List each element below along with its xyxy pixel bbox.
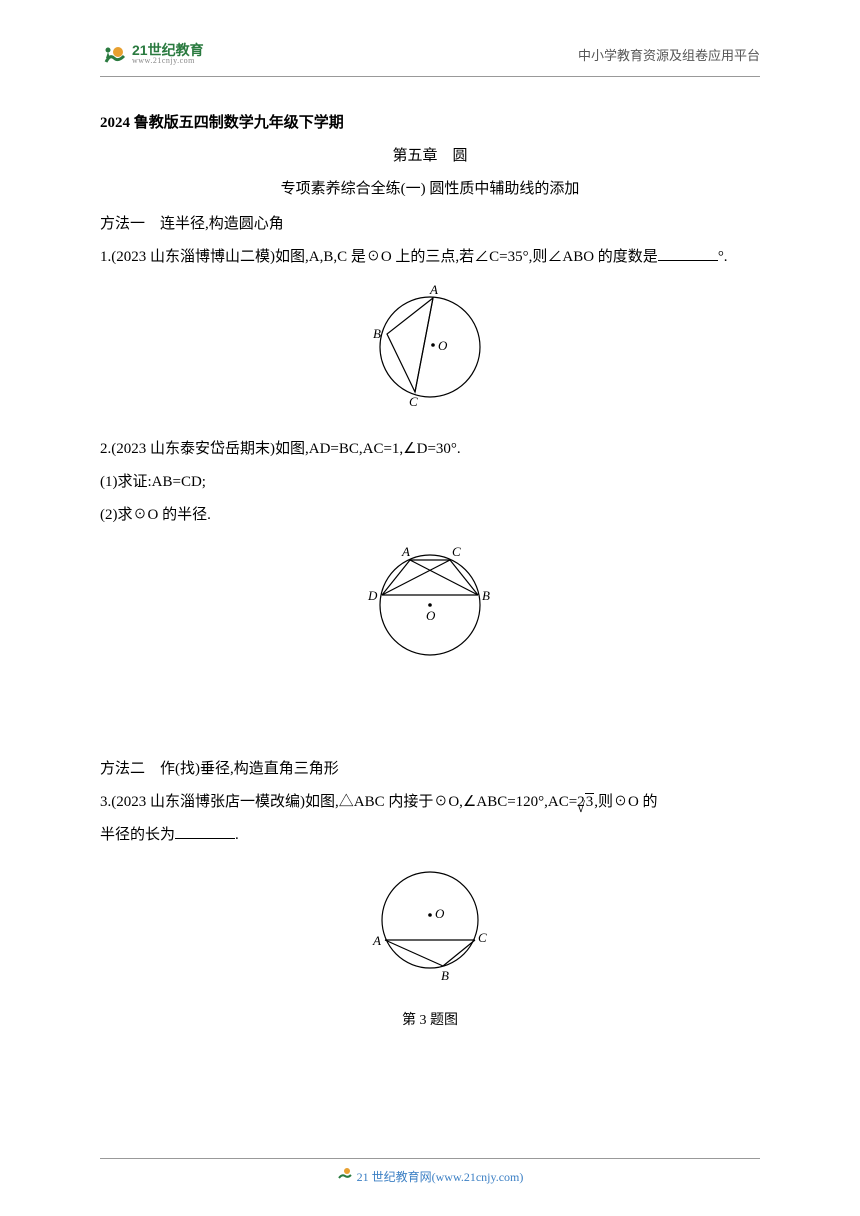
problem-3: 3.(2023 山东淄博张店一模改编)如图,△ABC 内接于☉O,∠ABC=12… [100, 786, 760, 819]
figure-3: O A C B [100, 860, 760, 998]
problem1-suffix: °. [718, 249, 728, 265]
problem-1: 1.(2023 山东淄博博山二模)如图,A,B,C 是☉O 上的三点,若∠C=3… [100, 241, 760, 274]
blank-1 [658, 246, 718, 261]
sqrt-3: 3√ [585, 794, 595, 810]
blank-3 [175, 824, 235, 839]
content-body: 2024 鲁教版五四制数学九年级下学期 第五章 圆 专项素养综合全练(一) 圆性… [100, 107, 760, 1037]
document-title: 2024 鲁教版五四制数学九年级下学期 [100, 107, 760, 140]
chapter-title: 第五章 圆 [100, 140, 760, 173]
svg-text:A: A [372, 933, 381, 948]
logo-url: www.21cnjy.com [132, 57, 204, 65]
problem3-text-a: 3.(2023 山东淄博张店一模改编)如图,△ABC 内接于☉O,∠ABC=12… [100, 794, 585, 810]
footer-logo-icon [337, 1165, 353, 1181]
svg-text:C: C [452, 544, 461, 559]
svg-text:O: O [435, 906, 445, 921]
problem-2-intro: 2.(2023 山东泰安岱岳期末)如图,AD=BC,AC=1,∠D=30°. [100, 433, 760, 466]
svg-text:B: B [482, 588, 490, 603]
figure-2: O A C D B [100, 540, 760, 683]
problem3-text-b: ,则☉O 的 [594, 794, 657, 810]
logo-cn: 21世纪教育 [132, 43, 204, 57]
problem3-suffix: . [235, 827, 239, 843]
method1-title: 方法一 连半径,构造圆心角 [100, 208, 760, 241]
svg-text:B: B [441, 968, 449, 983]
problem3-line2-text: 半径的长为 [100, 827, 175, 843]
subtitle: 专项素养综合全练(一) 圆性质中辅助线的添加 [100, 173, 760, 206]
svg-text:C: C [409, 394, 418, 409]
header-right-text: 中小学教育资源及组卷应用平台 [578, 45, 760, 64]
footer-text: 21 世纪教育网(www.21cnjy.com) [357, 1170, 524, 1184]
figure-1: O A B C [100, 282, 760, 425]
page-header: 21世纪教育 www.21cnjy.com 中小学教育资源及组卷应用平台 [100, 40, 760, 77]
svg-text:A: A [401, 544, 410, 559]
logo: 21世纪教育 www.21cnjy.com [100, 40, 204, 68]
logo-icon [100, 40, 128, 68]
figure3-caption: 第 3 题图 [100, 1006, 760, 1037]
page-footer: 21 世纪教育网(www.21cnjy.com) [100, 1158, 760, 1186]
spacer [100, 691, 760, 751]
problem-3-line2: 半径的长为. [100, 819, 760, 852]
problem1-text: 1.(2023 山东淄博博山二模)如图,A,B,C 是☉O 上的三点,若∠C=3… [100, 249, 658, 265]
svg-text:D: D [367, 588, 378, 603]
svg-text:A: A [429, 282, 438, 297]
svg-text:O: O [438, 338, 448, 353]
problem-2-part1: (1)求证:AB=CD; [100, 466, 760, 499]
svg-text:C: C [478, 930, 487, 945]
footer-logo [337, 1165, 353, 1181]
method2-title: 方法二 作(找)垂径,构造直角三角形 [100, 753, 760, 786]
logo-text: 21世纪教育 www.21cnjy.com [132, 43, 204, 65]
svg-text:O: O [426, 608, 436, 623]
problem-2-part2: (2)求☉O 的半径. [100, 499, 760, 532]
svg-text:B: B [373, 326, 381, 341]
